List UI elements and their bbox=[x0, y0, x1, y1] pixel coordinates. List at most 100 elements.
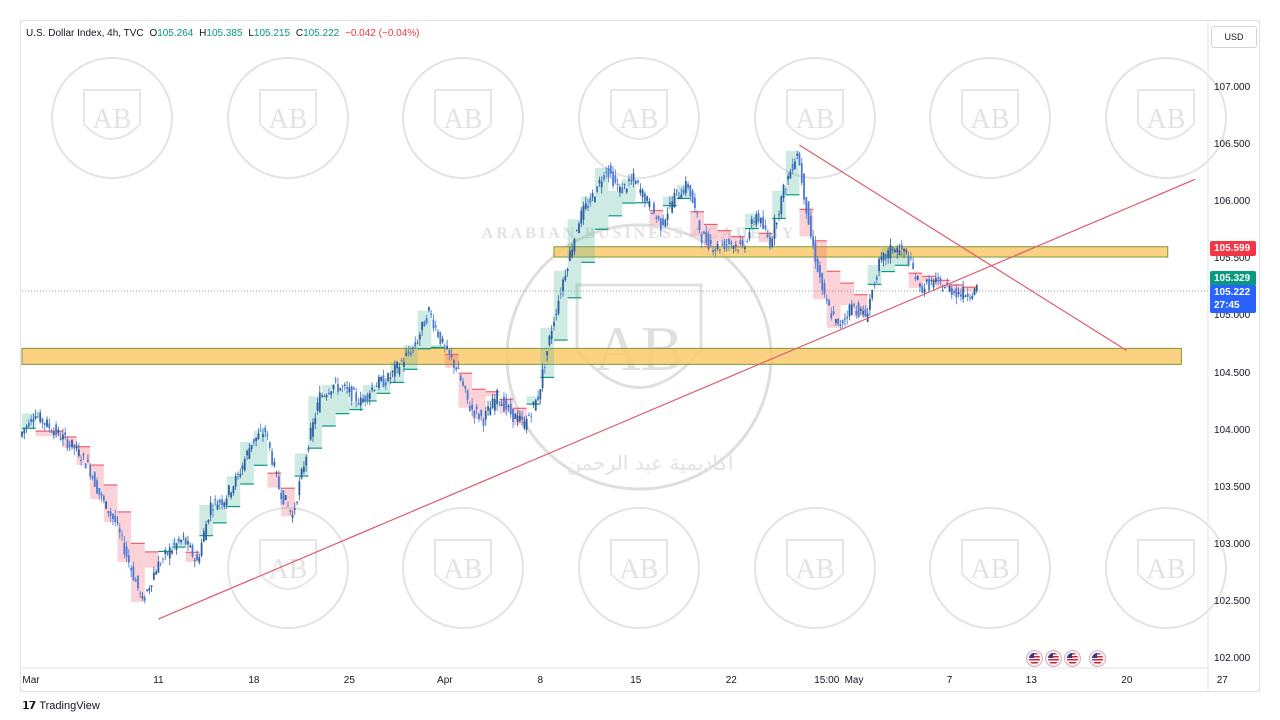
candle-body bbox=[775, 222, 778, 225]
candle-body bbox=[168, 547, 171, 559]
candle-body bbox=[455, 367, 458, 370]
price-tick-label: 107.000 bbox=[1214, 82, 1251, 93]
watermark-shield-icon bbox=[610, 89, 668, 140]
candle-body bbox=[268, 442, 271, 448]
candle-body bbox=[616, 183, 619, 186]
chart-frame[interactable] bbox=[20, 20, 1260, 692]
candle-body bbox=[98, 488, 101, 495]
us-flag-icon[interactable] bbox=[1026, 650, 1043, 667]
trend-cloud-segment bbox=[854, 294, 868, 317]
candle-body bbox=[471, 404, 474, 410]
time-tick-label: 18 bbox=[248, 675, 260, 686]
candle-body bbox=[109, 511, 112, 517]
candle-body bbox=[225, 498, 228, 506]
candle-body bbox=[298, 481, 301, 496]
candle-body bbox=[264, 427, 267, 432]
candle-body bbox=[862, 310, 865, 315]
candle-body bbox=[287, 505, 289, 507]
candle-body bbox=[305, 456, 308, 466]
candle-body bbox=[550, 331, 553, 340]
candle-body bbox=[839, 324, 842, 327]
candle-body bbox=[909, 257, 912, 259]
candle-body bbox=[89, 464, 92, 477]
candle-body bbox=[341, 385, 344, 387]
symbol-title: U.S. Dollar Index, 4h, TVC bbox=[26, 28, 144, 39]
candle-body bbox=[705, 231, 708, 243]
candle-body bbox=[807, 201, 810, 225]
economic-events[interactable] bbox=[1026, 650, 1106, 667]
watermark-initials: AB bbox=[796, 104, 835, 135]
candle-body bbox=[284, 495, 287, 501]
candle-body bbox=[578, 223, 580, 234]
candle-body bbox=[296, 501, 298, 503]
trend-cloud-segment bbox=[826, 271, 841, 328]
trend-cloud-segment bbox=[131, 543, 145, 602]
trend-cloud-segment bbox=[867, 265, 882, 285]
candle-body bbox=[716, 243, 719, 250]
tradingview-footer[interactable]: 𝟭𝟳 TradingView bbox=[22, 699, 100, 713]
candle-body bbox=[364, 396, 367, 401]
candle-body bbox=[709, 240, 712, 244]
price-tick-label: 105.500 bbox=[1214, 253, 1251, 265]
candle-body bbox=[719, 249, 721, 251]
candle-body bbox=[434, 325, 437, 328]
trend-cloud-segment bbox=[431, 344, 445, 348]
us-flag-icon[interactable] bbox=[1064, 650, 1081, 667]
candle-body bbox=[450, 353, 453, 358]
price-tick-label: 102.500 bbox=[1214, 595, 1251, 607]
candle-body bbox=[205, 524, 208, 541]
candle-body bbox=[568, 250, 571, 261]
candle-body bbox=[553, 321, 555, 327]
candle-body bbox=[150, 585, 153, 588]
candle-body bbox=[321, 395, 323, 397]
us-flag-icon[interactable] bbox=[1045, 650, 1062, 667]
candle-body bbox=[214, 499, 217, 500]
trend-cloud-segment bbox=[594, 167, 609, 230]
candle-body bbox=[955, 288, 958, 298]
candle-body bbox=[75, 445, 78, 449]
time-tick-label: May bbox=[844, 675, 864, 686]
us-flag-icon[interactable] bbox=[1089, 650, 1106, 667]
time-tick-label: 20 bbox=[1121, 675, 1133, 686]
candle-body bbox=[564, 275, 567, 281]
candle-body bbox=[734, 244, 737, 247]
candle-body bbox=[975, 285, 978, 292]
watermark-circle bbox=[1105, 57, 1227, 179]
candle-body bbox=[457, 367, 460, 369]
candle-body bbox=[512, 408, 514, 422]
candle-body bbox=[500, 404, 503, 406]
candle-body bbox=[393, 364, 396, 377]
price-tick-label: 103.500 bbox=[1214, 481, 1251, 493]
candle-body bbox=[312, 422, 314, 437]
candle-body bbox=[46, 419, 48, 427]
candle-body bbox=[105, 501, 108, 509]
currency-button[interactable]: USD bbox=[1211, 26, 1257, 48]
open-label: O bbox=[149, 28, 158, 39]
candle-body bbox=[405, 353, 408, 356]
candle-body bbox=[796, 153, 799, 156]
candle-body bbox=[80, 459, 83, 462]
candle-body bbox=[66, 439, 69, 449]
candle-body bbox=[189, 545, 192, 548]
candle-body bbox=[696, 212, 699, 214]
candle-body bbox=[950, 288, 953, 295]
candle-body bbox=[648, 200, 651, 207]
candle-body bbox=[782, 184, 785, 198]
candle-body bbox=[521, 416, 524, 420]
candle-body bbox=[630, 180, 633, 182]
candle-body bbox=[396, 361, 398, 369]
candle-body bbox=[944, 287, 946, 289]
candle-body bbox=[353, 387, 355, 390]
candle-body bbox=[391, 370, 394, 373]
candle-body bbox=[932, 280, 935, 288]
candle-body bbox=[507, 405, 510, 408]
candle-body bbox=[152, 572, 155, 580]
candle-body bbox=[759, 217, 762, 224]
candle-body bbox=[198, 557, 201, 563]
candle-body bbox=[848, 304, 851, 317]
trend-cloud-segment bbox=[799, 209, 814, 237]
candle-body bbox=[309, 427, 312, 440]
candle-body bbox=[280, 492, 283, 500]
candle-body bbox=[241, 465, 244, 469]
